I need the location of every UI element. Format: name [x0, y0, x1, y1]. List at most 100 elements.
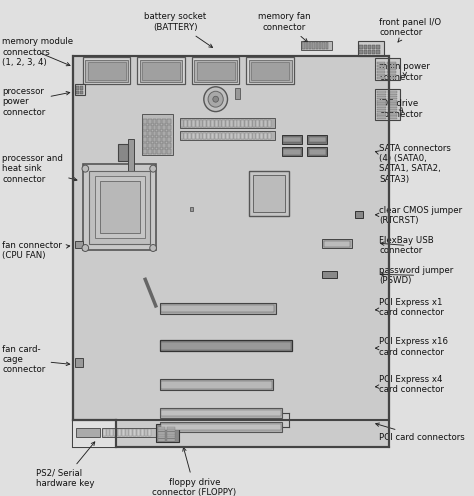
Bar [200, 120, 202, 127]
Bar [377, 91, 386, 93]
Circle shape [150, 245, 156, 251]
Bar [118, 144, 128, 161]
Bar [157, 137, 161, 142]
Bar [377, 111, 386, 113]
Bar [73, 56, 389, 447]
Bar [251, 62, 289, 80]
Bar [312, 42, 315, 49]
Bar [264, 120, 267, 127]
Bar [167, 125, 171, 130]
Bar [249, 133, 252, 139]
Bar [167, 119, 171, 124]
Bar [359, 50, 363, 54]
Bar [211, 133, 214, 139]
Bar [358, 41, 384, 56]
Bar [160, 379, 273, 390]
Bar [241, 133, 244, 139]
Bar [192, 57, 239, 84]
Bar [302, 42, 305, 49]
Bar [388, 98, 397, 99]
Bar [83, 164, 156, 250]
Bar [256, 133, 259, 139]
Bar [215, 133, 218, 139]
Bar [245, 133, 248, 139]
Text: password jumper
(PSWD): password jumper (PSWD) [379, 265, 454, 285]
Bar [162, 149, 166, 154]
Bar [377, 96, 386, 97]
Bar [200, 133, 202, 139]
Bar [207, 120, 210, 127]
Circle shape [204, 87, 228, 112]
Bar [326, 42, 328, 49]
Text: front panel I/O
connector: front panel I/O connector [379, 17, 441, 42]
Bar [76, 86, 79, 90]
Bar [167, 137, 171, 142]
Bar [388, 100, 397, 102]
Bar [203, 120, 206, 127]
Bar [230, 120, 233, 127]
Text: PS2/ Serial
hardware key: PS2/ Serial hardware key [36, 442, 95, 488]
Bar [181, 133, 183, 139]
Bar [388, 96, 397, 97]
Bar [143, 119, 147, 124]
Bar [215, 120, 218, 127]
Bar [309, 137, 326, 142]
Bar [237, 133, 240, 139]
Bar [307, 147, 327, 156]
Bar [143, 149, 147, 154]
Bar [237, 120, 240, 127]
Bar [387, 65, 396, 67]
Bar [167, 149, 171, 154]
Bar [148, 137, 152, 142]
Bar [316, 42, 318, 49]
Bar [196, 133, 199, 139]
Text: clear CMOS jumper
(RTCRST): clear CMOS jumper (RTCRST) [375, 206, 462, 226]
Bar [153, 131, 156, 136]
Bar [387, 62, 396, 64]
Bar [249, 120, 252, 127]
Bar [148, 149, 152, 154]
Bar [148, 125, 152, 130]
Text: PCI Express x4
card connector: PCI Express x4 card connector [375, 374, 444, 394]
Bar [388, 91, 397, 93]
Bar [140, 60, 182, 82]
Bar [143, 125, 147, 130]
Bar [388, 118, 397, 119]
Bar [375, 58, 400, 80]
Bar [355, 211, 363, 218]
Bar [256, 120, 259, 127]
Bar [184, 133, 187, 139]
Bar [143, 137, 147, 142]
Bar [137, 57, 185, 84]
Bar [143, 143, 147, 148]
Bar [161, 342, 291, 350]
Bar [282, 135, 302, 144]
Bar [307, 135, 327, 144]
Bar [76, 428, 100, 437]
Bar [145, 429, 147, 436]
Text: battery socket
(BATTERY): battery socket (BATTERY) [144, 12, 212, 48]
Bar [158, 434, 165, 436]
Bar [377, 100, 386, 102]
Bar [260, 133, 263, 139]
Bar [306, 42, 308, 49]
Text: floppy drive
connector (FLOPPY): floppy drive connector (FLOPPY) [152, 447, 237, 496]
Bar [118, 184, 128, 201]
Bar [253, 133, 255, 139]
Bar [107, 429, 109, 436]
Bar [322, 271, 337, 278]
Bar [368, 50, 371, 54]
Bar [226, 133, 229, 139]
Bar [211, 120, 214, 127]
Bar [161, 424, 281, 430]
Bar [85, 60, 128, 82]
Bar [75, 241, 83, 248]
Text: processor and
heat sink
connector: processor and heat sink connector [2, 154, 77, 184]
Bar [148, 119, 152, 124]
Circle shape [208, 91, 223, 107]
Bar [230, 133, 233, 139]
Bar [282, 147, 302, 156]
Bar [234, 120, 237, 127]
Text: IDE drive
connector: IDE drive connector [379, 99, 422, 119]
Bar [375, 89, 400, 120]
